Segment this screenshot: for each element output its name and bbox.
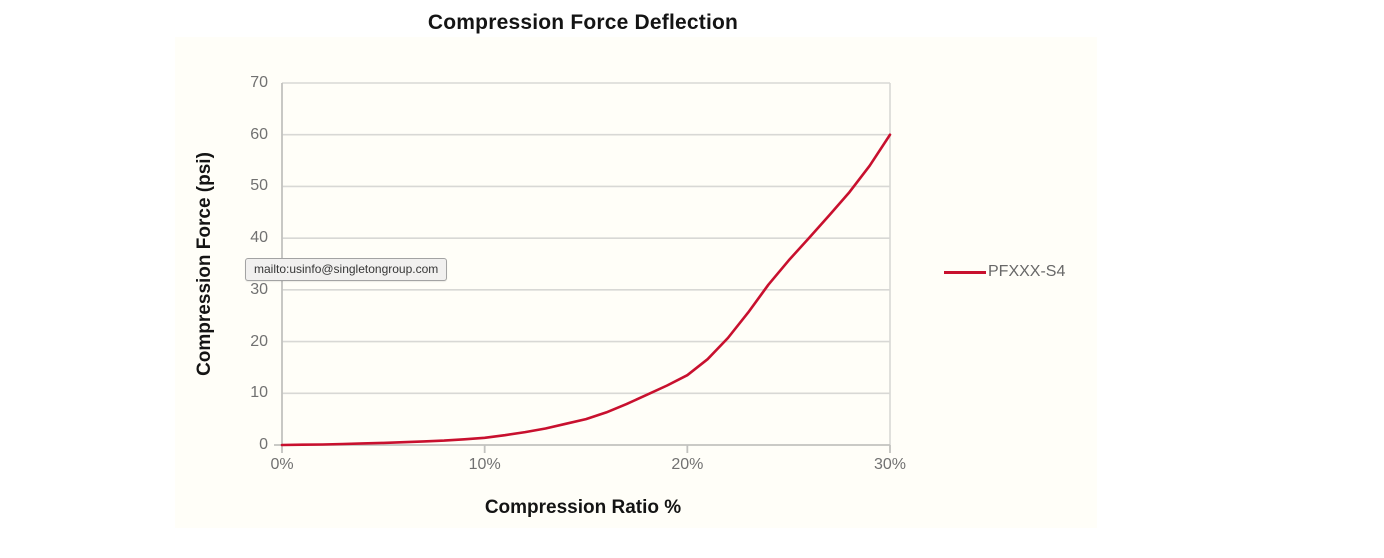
link-status-tooltip: mailto:usinfo@singletongroup.com	[245, 258, 448, 281]
legend: PFXXX-S4	[944, 263, 1065, 281]
series-line-PFXXX-S4	[280, 133, 892, 447]
y-tick-label-60: 60	[250, 125, 268, 143]
x-tick-label-0%: 0%	[270, 456, 294, 473]
y-tick-label-20: 20	[250, 332, 268, 350]
x-tick-label-30%: 30%	[873, 456, 907, 473]
legend-line-swatch	[944, 270, 986, 274]
x-axis-title: Compression Ratio %	[484, 497, 682, 518]
x-tick-label-10%: 10%	[468, 456, 501, 473]
chart-title: Compression Force Deflection	[427, 11, 739, 34]
y-tick-label-30: 30	[250, 280, 268, 298]
plot-area	[274, 82, 892, 453]
y-tick-label-40: 40	[250, 229, 268, 247]
chart-background	[175, 37, 1097, 528]
y-tick-label-10: 10	[250, 384, 268, 402]
y-tick-label-70: 70	[250, 74, 268, 91]
x-tick-label-20%: 20%	[671, 456, 704, 473]
y-tick-label-0: 0	[259, 436, 268, 453]
y-tick-label-50: 50	[250, 177, 268, 195]
legend-series-label: PFXXX-S4	[988, 263, 1066, 280]
